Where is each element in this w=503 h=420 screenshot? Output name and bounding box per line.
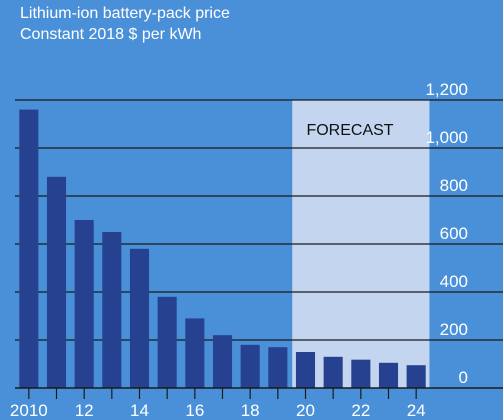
bar-2024 — [406, 365, 426, 388]
y-tick-label: 1,000 — [425, 128, 468, 147]
x-tick-label: 20 — [296, 401, 315, 420]
y-tick-label: 1,200 — [425, 80, 468, 99]
chart-subtitle: Constant 2018 $ per kWh — [20, 26, 201, 43]
bar-2011 — [46, 176, 67, 388]
chart-title: Lithium-ion battery-pack price — [20, 5, 230, 22]
bar-2021 — [323, 356, 343, 388]
bar-2017 — [212, 335, 233, 388]
bar-2015 — [157, 296, 177, 388]
forecast-label: FORECAST — [306, 122, 393, 139]
x-tick-layer: 2010 12 14 16 18 20 22 24 — [10, 388, 426, 420]
bar-2016 — [185, 318, 205, 388]
bar-2013 — [102, 232, 122, 388]
x-tick-label: 18 — [241, 401, 260, 420]
y-tick-label: 400 — [440, 272, 468, 291]
y-tick-label: 800 — [440, 176, 468, 195]
y-tick-label: 0 — [459, 368, 468, 387]
x-tick-label: 14 — [130, 401, 149, 420]
bar-2019 — [268, 347, 288, 388]
x-tick-label: 12 — [75, 401, 94, 420]
x-tick-label: 24 — [407, 401, 426, 420]
x-tick-label: 22 — [351, 401, 370, 420]
x-tick-label: 16 — [185, 401, 204, 420]
bar-2014 — [129, 248, 150, 388]
y-tick-label: 600 — [440, 224, 468, 243]
bar-2022 — [351, 359, 371, 388]
bar-layer — [19, 109, 426, 388]
bar-2023 — [378, 362, 399, 388]
grid-layer — [15, 99, 503, 341]
x-tick-label: 2010 — [10, 401, 48, 420]
y-tick-label: 200 — [440, 320, 468, 339]
bar-2020 — [295, 352, 316, 388]
bar-2012 — [74, 220, 94, 388]
y-tick-layer: 1,200 1,000 800 600 400 200 0 — [425, 80, 468, 387]
bar-2018 — [240, 344, 260, 388]
bar-2010 — [19, 109, 39, 388]
